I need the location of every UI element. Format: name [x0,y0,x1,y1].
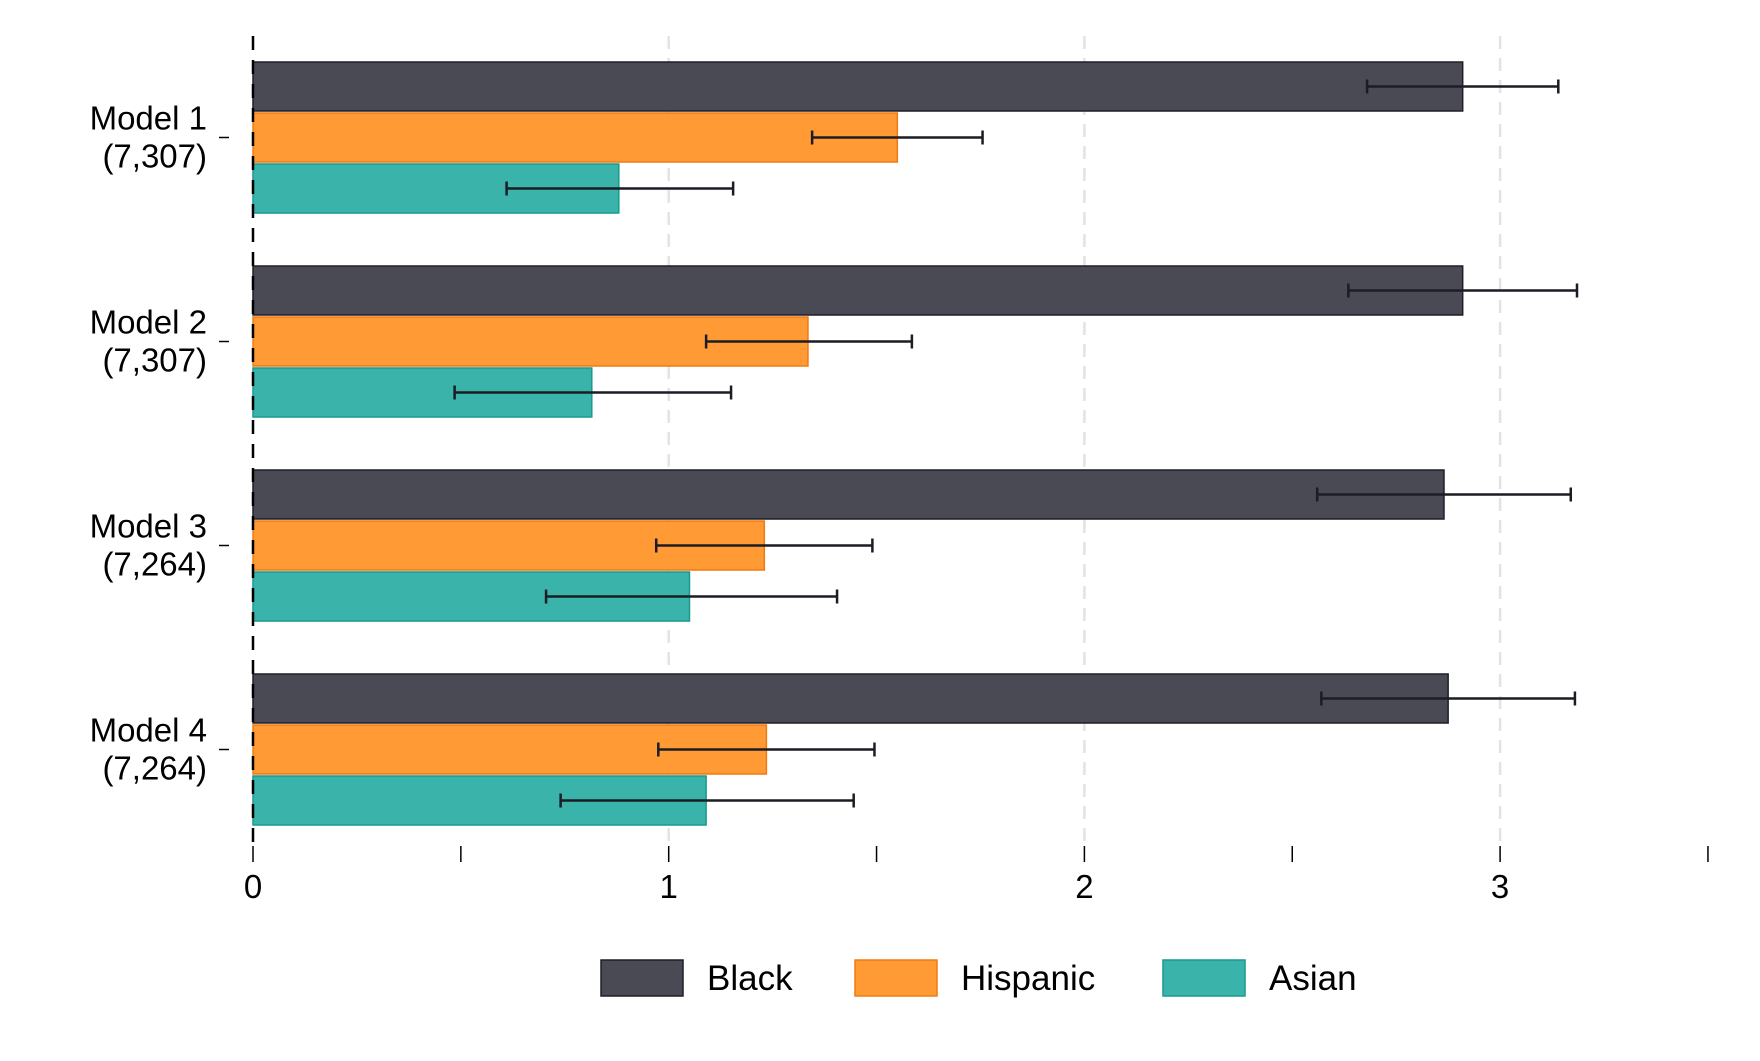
legend: Black Hispanic Asian [600,959,1357,998]
category-label: (7,307) [102,138,207,175]
category-label: Model 3 [90,508,207,545]
legend-swatch-black [600,959,684,997]
legend-label-asian: Asian [1269,959,1357,998]
bars [252,61,1464,826]
error-bars [453,79,1579,808]
x-tick-label: 3 [1491,868,1509,905]
category-label: Model 4 [90,712,207,749]
category-label: (7,264) [102,546,207,583]
bar-black [252,61,1464,112]
gridlines [667,36,1502,846]
bar-black [252,673,1449,724]
legend-label-hispanic: Hispanic [961,959,1095,998]
axes: Model 1(7,307)Model 2(7,307)Model 3(7,26… [90,36,1709,905]
legend-swatch-asian [1162,959,1246,997]
bar-hispanic [252,112,899,163]
x-tick-label: 0 [244,868,262,905]
category-label: (7,264) [102,750,207,787]
bar-black [252,469,1445,520]
x-tick-label: 1 [660,868,678,905]
category-label: Model 2 [90,304,207,341]
legend-label-black: Black [707,959,793,998]
x-tick-label: 2 [1075,868,1093,905]
category-label: Model 1 [90,100,207,137]
category-label: (7,307) [102,342,207,379]
legend-swatch-hispanic [854,959,938,997]
bar-black [252,265,1464,316]
